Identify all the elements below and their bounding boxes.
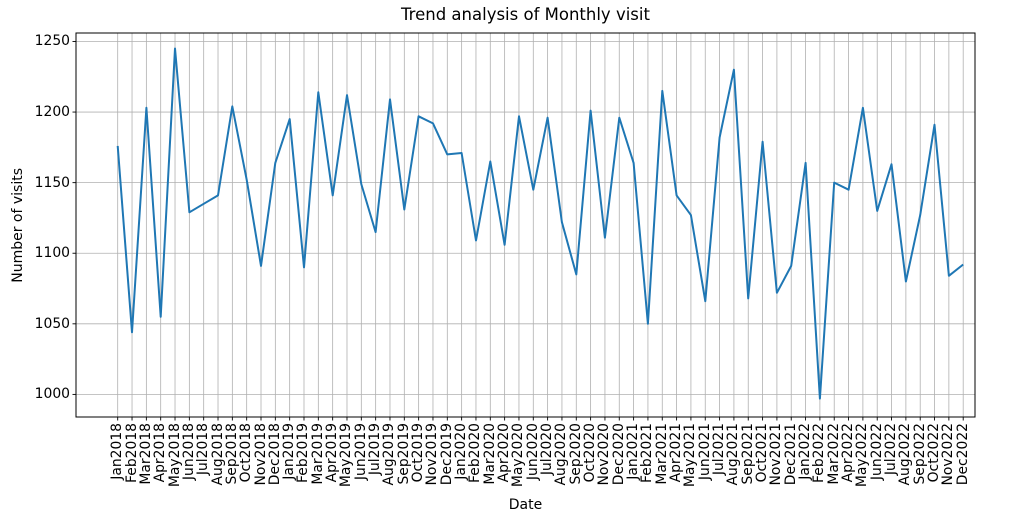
x-tick-label: Feb2021 (639, 423, 656, 483)
x-tick-label: Sep2020 (567, 423, 584, 485)
x-tick-label: Mar2018 (137, 423, 154, 485)
x-tick-label: Mar2022 (825, 423, 842, 485)
x-tick-label: Apr2021 (668, 423, 685, 483)
y-tick-label: 1150 (34, 174, 70, 191)
x-tick-label: Nov2021 (768, 423, 785, 486)
y-tick-label: 1250 (34, 33, 70, 50)
x-tick-label: Mar2019 (309, 423, 326, 485)
x-tick-label: Oct2022 (926, 423, 943, 483)
x-tick-label: Jan2021 (625, 423, 642, 480)
x-tick-label: Jun2021 (696, 423, 713, 481)
x-tick-label: May2022 (854, 423, 871, 488)
x-tick-label: Dec2020 (610, 423, 627, 486)
x-tick-label: Jun2019 (352, 423, 369, 481)
x-tick-label: Jun2018 (180, 423, 197, 481)
trend-line (116, 47, 964, 400)
x-tick-label: Sep2022 (911, 423, 928, 485)
x-tick-label: Oct2021 (754, 423, 771, 483)
tick-marks (72, 41, 964, 421)
x-tick-label: Jul2018 (195, 423, 212, 476)
x-tick-label: May2021 (682, 423, 699, 488)
x-tick-label: Aug2020 (553, 423, 570, 486)
x-tick-label: Feb2020 (467, 423, 484, 483)
x-tick-label: Sep2018 (223, 423, 240, 485)
chart-title: Trend analysis of Monthly visit (401, 5, 650, 24)
x-tick-label: Jul2022 (883, 423, 900, 476)
x-tick-label: Dec2021 (782, 423, 799, 486)
x-tick-label: Dec2022 (954, 423, 971, 486)
x-tick-label: Oct2018 (238, 423, 255, 483)
x-tick-label: Jul2021 (711, 423, 728, 476)
x-tick-label: Feb2019 (295, 423, 312, 483)
x-tick-label: Jul2020 (539, 423, 556, 476)
x-tick-label: Apr2018 (152, 423, 169, 483)
x-tick-label: Nov2018 (252, 423, 269, 486)
y-tick-label: 1100 (34, 245, 70, 262)
y-tick-label: 1000 (34, 386, 70, 403)
x-tick-label: Aug2021 (725, 423, 742, 486)
x-tick-label: Nov2019 (424, 423, 441, 486)
x-tick-label: Dec2018 (266, 423, 283, 486)
x-tick-label: Jun2020 (524, 423, 541, 481)
x-tick-label: Jun2022 (868, 423, 885, 481)
x-tick-label: Jan2022 (797, 423, 814, 480)
x-tick-label: Sep2019 (395, 423, 412, 485)
x-tick-label: Aug2022 (897, 423, 914, 486)
x-tick-label: Feb2018 (123, 423, 140, 483)
x-tick-label: Sep2021 (739, 423, 756, 485)
x-tick-label: Mar2021 (653, 423, 670, 485)
x-tick-label: May2018 (166, 423, 183, 488)
x-tick-label: Nov2020 (596, 423, 613, 486)
x-axis-label: Date (508, 497, 543, 513)
x-tick-label: Feb2022 (811, 423, 828, 483)
x-tick-label: Oct2020 (582, 423, 599, 483)
x-tick-label: Apr2020 (496, 423, 513, 483)
x-tick-label: May2020 (510, 423, 527, 488)
grid-lines (76, 33, 975, 417)
x-tick-label: Dec2019 (438, 423, 455, 486)
x-tick-label: Aug2018 (209, 423, 226, 486)
x-tick-label: Apr2022 (840, 423, 857, 483)
plot-border (75, 32, 976, 418)
x-tick-label: Nov2022 (940, 423, 957, 486)
x-tick-label: Mar2020 (481, 423, 498, 485)
y-tick-label: 1200 (34, 104, 70, 121)
y-tick-label: 1050 (34, 315, 70, 332)
x-tick-label: Jan2018 (109, 423, 126, 480)
x-tick-label: Aug2019 (381, 423, 398, 486)
x-tick-label: May2019 (338, 423, 355, 488)
